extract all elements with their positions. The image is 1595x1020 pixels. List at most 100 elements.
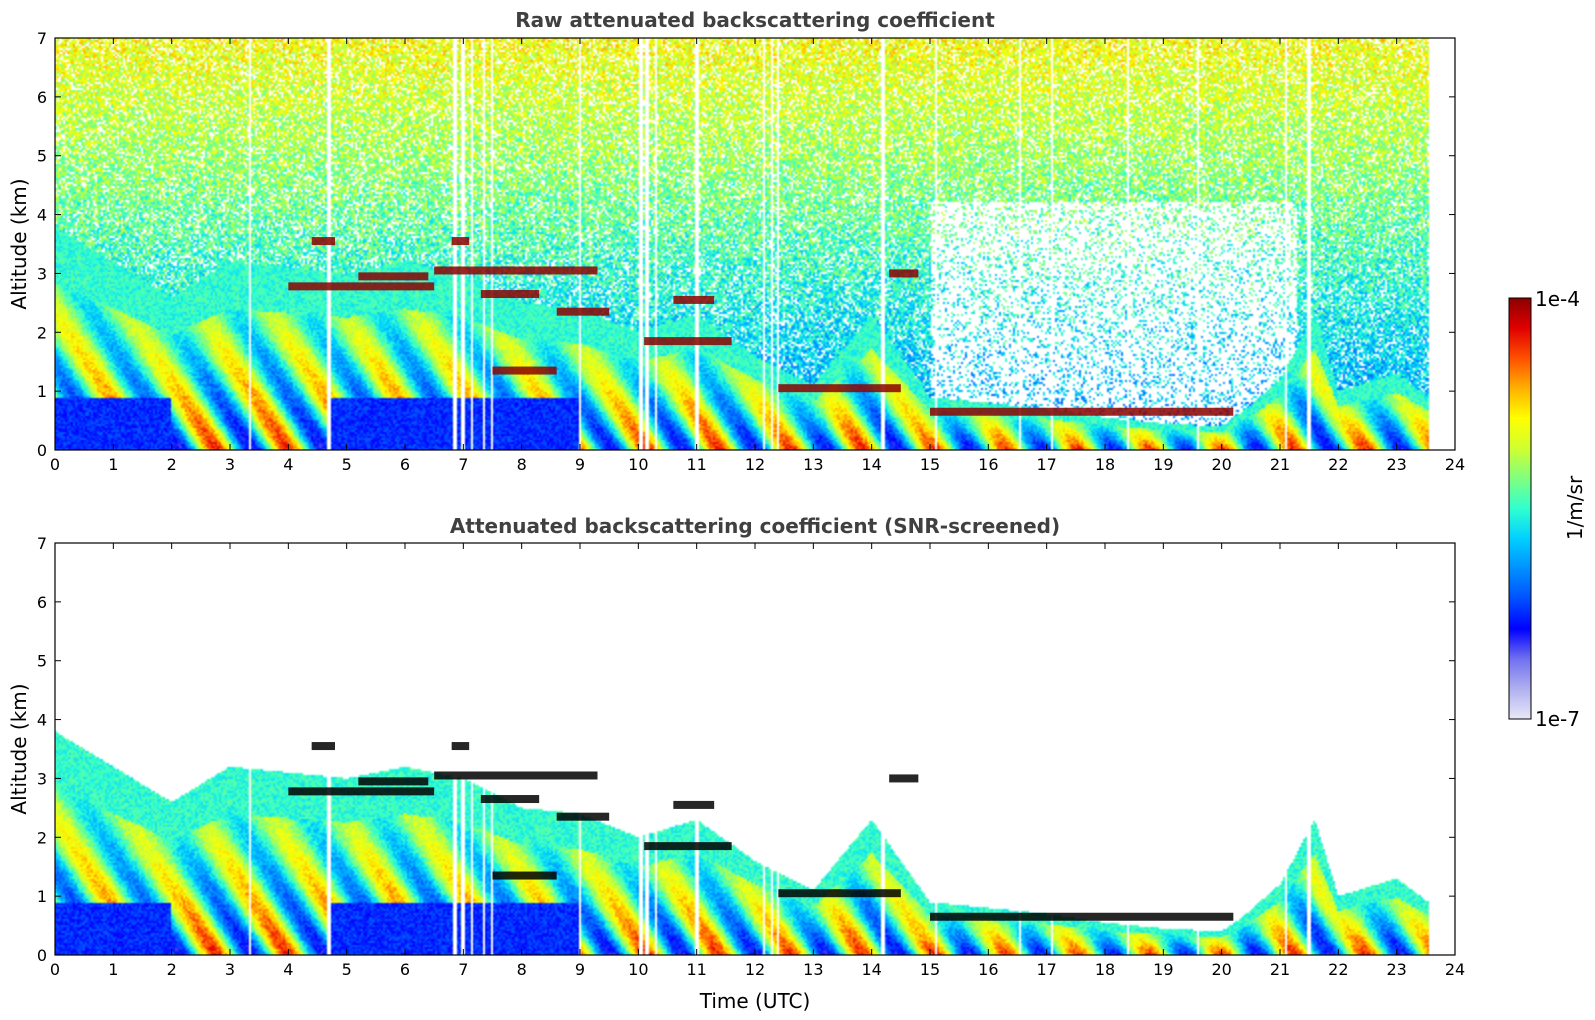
cloud-layer-mark: [492, 366, 557, 375]
x-tick-label: 15: [920, 455, 940, 474]
cloud-layer-mark: [492, 871, 557, 880]
colorbar-min-label: 1e-7: [1535, 707, 1580, 731]
y-tick-label: 4: [37, 206, 47, 225]
cloud-layer-mark: [673, 295, 715, 304]
x-tick-label: 6: [400, 455, 410, 474]
x-tick-label: 22: [1328, 960, 1348, 979]
cloud-layer-mark: [556, 307, 610, 316]
cloud-layer-mark: [288, 787, 435, 796]
x-tick-label: 10: [628, 960, 648, 979]
x-tick-label: 20: [1211, 455, 1231, 474]
x-tick-label: 1: [108, 455, 118, 474]
x-tick-label: 8: [517, 455, 527, 474]
x-tick-label: 18: [1095, 960, 1115, 979]
cloud-layer-mark: [451, 237, 470, 246]
x-tick-label: 8: [517, 960, 527, 979]
snr-cloud-layer-marks: [288, 742, 1234, 921]
cloud-layer-mark: [451, 742, 470, 751]
cloud-layer-mark: [434, 771, 598, 780]
x-tick-label: 24: [1445, 960, 1465, 979]
x-tick-label: 16: [978, 455, 998, 474]
snr-panel-title: Attenuated backscattering coefficient (S…: [450, 514, 1060, 538]
cloud-layer-mark: [556, 812, 610, 821]
y-tick-label: 4: [37, 711, 47, 730]
x-tick-label: 13: [803, 960, 823, 979]
x-tick-label: 0: [50, 960, 60, 979]
y-tick-label: 3: [37, 264, 47, 283]
cloud-layer-mark: [644, 337, 732, 346]
cloud-layer-mark: [778, 384, 901, 393]
x-tick-label: 17: [1036, 455, 1056, 474]
x-tick-label: 2: [167, 455, 177, 474]
y-tick-label: 0: [37, 441, 47, 460]
time-axis-label: Time (UTC): [699, 989, 811, 1013]
cloud-layer-mark: [311, 742, 335, 751]
x-tick-label: 14: [861, 455, 881, 474]
x-tick-label: 22: [1328, 455, 1348, 474]
raw-panel-title: Raw attenuated backscattering coefficien…: [515, 8, 995, 32]
x-tick-label: 0: [50, 455, 60, 474]
y-tick-label: 7: [37, 534, 47, 553]
x-tick-label: 17: [1036, 960, 1056, 979]
y-tick-label: 6: [37, 593, 47, 612]
y-tick-label: 7: [37, 29, 47, 48]
cloud-layer-mark: [673, 800, 715, 809]
y-tick-label: 1: [37, 382, 47, 401]
x-tick-label: 5: [342, 960, 352, 979]
x-tick-label: 15: [920, 960, 940, 979]
snr-y-axis-label: Altitude (km): [7, 683, 31, 814]
x-tick-label: 2: [167, 960, 177, 979]
cloud-layer-mark: [480, 290, 540, 299]
raw-backscatter-panel: Raw attenuated backscattering coefficien…: [7, 8, 1465, 474]
raw-panel-ticks: 0 1 2 3 4 5 6 7 8 9 10 11 12 13 14 15 16 17 18 19 20 21 22 23 24…: [37, 29, 1465, 474]
x-tick-label: 19: [1153, 960, 1173, 979]
x-tick-label: 11: [686, 455, 706, 474]
y-tick-label: 6: [37, 88, 47, 107]
cloud-layer-mark: [889, 774, 919, 783]
x-tick-label: 1: [108, 960, 118, 979]
colorbar-max-label: 1e-4: [1535, 287, 1580, 311]
x-tick-label: 23: [1386, 960, 1406, 979]
x-tick-label: 6: [400, 960, 410, 979]
y-tick-label: 0: [37, 946, 47, 965]
x-tick-label: 18: [1095, 455, 1115, 474]
cloud-layer-mark: [480, 795, 540, 804]
x-tick-label: 10: [628, 455, 648, 474]
x-tick-label: 19: [1153, 455, 1173, 474]
x-tick-label: 20: [1211, 960, 1231, 979]
raw-backscatter-heatmap: [55, 38, 1455, 450]
cloud-layer-mark: [288, 282, 435, 291]
raw-y-axis-label: Altitude (km): [7, 178, 31, 309]
x-tick-label: 11: [686, 960, 706, 979]
y-tick-label: 2: [37, 828, 47, 847]
colorbar: 1e-4 1e-7 1/m/sr: [1508, 287, 1587, 731]
cloud-layer-mark: [778, 889, 901, 898]
x-tick-label: 3: [225, 960, 235, 979]
cloud-layer-mark: [930, 912, 1234, 921]
colorbar-units-label: 1/m/sr: [1563, 475, 1587, 540]
raw-cloud-layer-marks: [288, 237, 1234, 416]
cloud-layer-mark: [311, 237, 335, 246]
cloud-layer-mark: [434, 266, 598, 275]
x-tick-label: 4: [283, 455, 293, 474]
y-tick-label: 2: [37, 323, 47, 342]
x-tick-label: 7: [458, 455, 468, 474]
x-tick-label: 14: [861, 960, 881, 979]
x-tick-label: 3: [225, 455, 235, 474]
x-tick-label: 12: [745, 960, 765, 979]
cloud-layer-mark: [358, 272, 429, 281]
cloud-layer-mark: [358, 777, 429, 786]
x-tick-label: 13: [803, 455, 823, 474]
x-tick-label: 24: [1445, 455, 1465, 474]
snr-panel-ticks: 0 1 2 3 4 5 6 7 8 9 10 11 12 13 14 15 16 17 18 19 20 21 22 23 24…: [37, 534, 1465, 979]
snr-screened-heatmap: [55, 543, 1455, 955]
colorbar-scale: [1508, 297, 1532, 720]
y-tick-label: 1: [37, 887, 47, 906]
x-tick-label: 23: [1386, 455, 1406, 474]
snr-screened-panel: Attenuated backscattering coefficient (S…: [7, 514, 1465, 1013]
x-tick-label: 12: [745, 455, 765, 474]
cloud-layer-mark: [644, 842, 732, 851]
cloud-layer-mark: [930, 407, 1234, 416]
x-tick-label: 7: [458, 960, 468, 979]
